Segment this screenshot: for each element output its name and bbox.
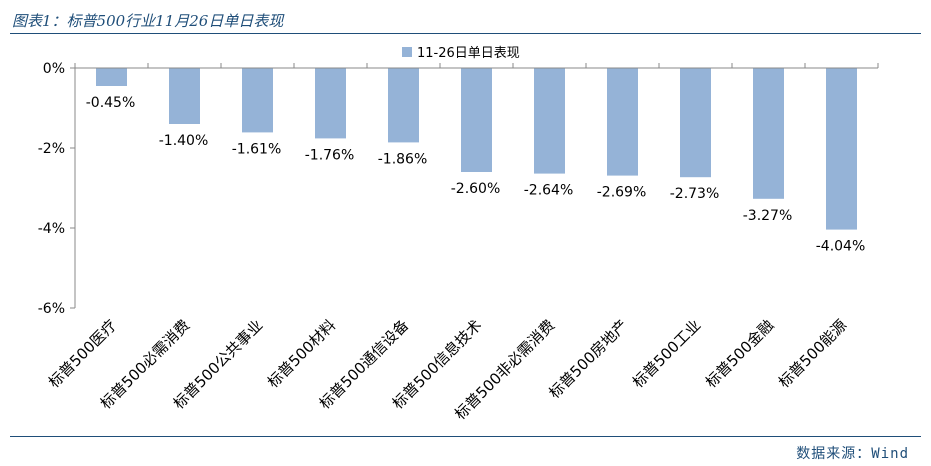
footer-rule bbox=[10, 436, 921, 437]
source-note: 数据来源：Wind bbox=[796, 446, 909, 462]
data-label: -4.04% bbox=[816, 239, 866, 255]
data-label: -1.86% bbox=[378, 151, 428, 167]
data-label: -0.45% bbox=[86, 95, 136, 111]
figure-title: 图表1：标普500行业11月26日单日表现 bbox=[12, 12, 284, 30]
bar bbox=[169, 68, 200, 124]
bar bbox=[315, 68, 346, 139]
y-tick-label: 0% bbox=[43, 61, 65, 77]
data-label: -1.61% bbox=[232, 141, 282, 157]
data-label: -2.64% bbox=[524, 183, 574, 199]
bar bbox=[461, 68, 492, 172]
bar bbox=[388, 68, 419, 143]
x-tick-label: 标普500房地产 bbox=[545, 316, 631, 402]
legend-label: 11-26日单日表现 bbox=[417, 46, 520, 61]
legend-swatch bbox=[402, 47, 412, 57]
bar bbox=[242, 68, 273, 133]
data-label: -2.60% bbox=[451, 181, 501, 197]
bar bbox=[753, 68, 784, 199]
data-label: -3.27% bbox=[743, 208, 793, 224]
x-tick-label: 标普500医疗 bbox=[45, 316, 120, 391]
y-tick-label: -2% bbox=[38, 141, 65, 157]
x-tick-label: 标普500金融 bbox=[702, 316, 777, 391]
data-label: -1.76% bbox=[305, 147, 355, 163]
x-tick-label: 标普500材料 bbox=[264, 316, 339, 391]
bar bbox=[534, 68, 565, 174]
bar bbox=[826, 68, 857, 230]
data-label: -2.69% bbox=[597, 185, 647, 201]
data-label: -2.73% bbox=[670, 186, 720, 202]
header-rule bbox=[10, 33, 921, 34]
x-tick-label: 标普500能源 bbox=[775, 316, 850, 391]
bar bbox=[96, 68, 127, 86]
bar bbox=[680, 68, 711, 178]
x-tick-label: 标普500工业 bbox=[629, 316, 704, 391]
data-label: -1.40% bbox=[159, 133, 209, 149]
y-tick-label: -4% bbox=[38, 221, 65, 237]
y-tick-label: -6% bbox=[38, 301, 65, 317]
bar bbox=[607, 68, 638, 176]
